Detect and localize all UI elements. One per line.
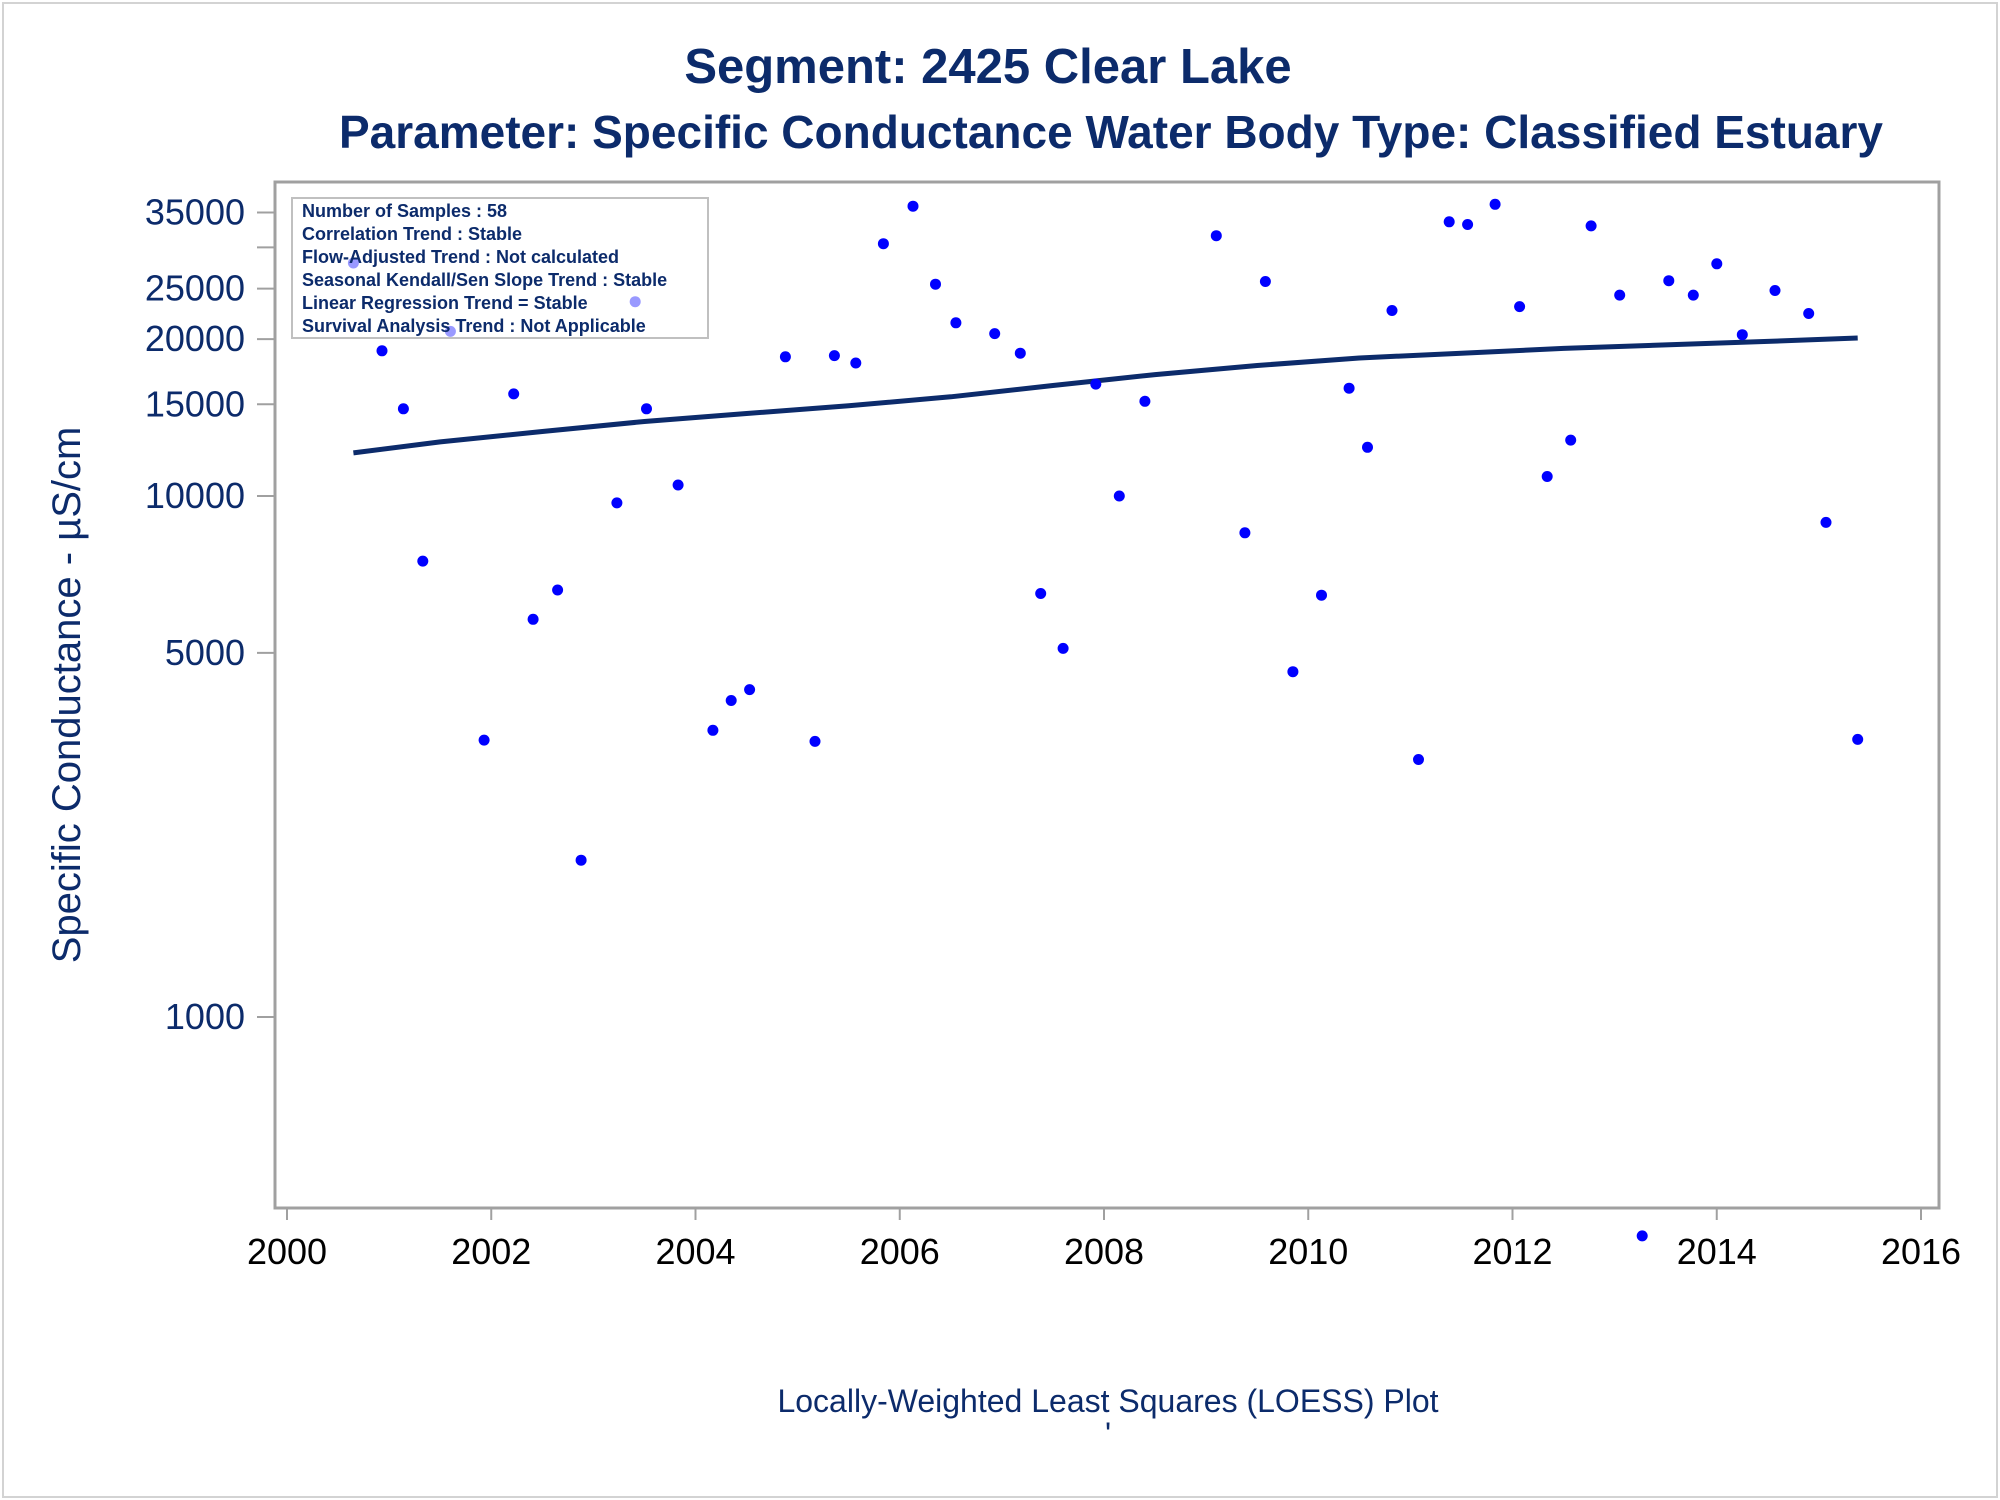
data-point bbox=[809, 735, 821, 747]
data-point bbox=[779, 351, 791, 363]
data-point bbox=[575, 854, 587, 866]
data-point bbox=[1514, 301, 1526, 313]
data-point bbox=[1386, 305, 1398, 316]
data-point bbox=[672, 479, 684, 491]
y-tick-label: 1000 bbox=[165, 996, 245, 1037]
x-tick-label: 2016 bbox=[1881, 1231, 1961, 1272]
data-point bbox=[1565, 434, 1577, 446]
x-tick-label: 2012 bbox=[1472, 1231, 1552, 1272]
chart-title: Segment: 2425 Clear Lake bbox=[684, 40, 1291, 94]
data-point bbox=[1035, 588, 1047, 599]
stats-box-border bbox=[291, 197, 709, 339]
y-tick-label: 20000 bbox=[145, 318, 245, 359]
data-point bbox=[527, 613, 539, 625]
data-point bbox=[1769, 285, 1781, 296]
data-point bbox=[1687, 289, 1699, 301]
data-point bbox=[828, 350, 840, 362]
y-tick-label: 35000 bbox=[145, 192, 245, 233]
data-point bbox=[1736, 329, 1748, 341]
data-point bbox=[1585, 220, 1597, 232]
data-point bbox=[950, 317, 962, 329]
data-point bbox=[1820, 516, 1832, 528]
x-tick-label: 2010 bbox=[1268, 1231, 1348, 1272]
y-tick-label: 15000 bbox=[145, 383, 245, 424]
data-point bbox=[1413, 754, 1424, 765]
data-point bbox=[1343, 382, 1355, 394]
loess-line bbox=[353, 335, 1858, 456]
data-point bbox=[1113, 490, 1125, 502]
x-tick-label: 2004 bbox=[655, 1231, 735, 1272]
plot-area bbox=[273, 180, 1941, 1210]
y-tick-label: 25000 bbox=[145, 268, 245, 309]
data-point bbox=[1803, 308, 1815, 319]
data-points bbox=[347, 198, 1864, 1242]
stats-line: Linear Regression Trend = Stable bbox=[302, 293, 588, 313]
y-axis: 1000 5000 10000 15000 20000 25000 35000 bbox=[145, 192, 275, 1037]
x-tick-label: 2006 bbox=[860, 1231, 940, 1272]
data-point bbox=[1362, 441, 1373, 453]
data-point bbox=[907, 200, 919, 212]
data-point bbox=[478, 734, 490, 746]
data-point bbox=[1287, 666, 1299, 678]
x-tick-label: 2014 bbox=[1677, 1231, 1757, 1272]
data-point bbox=[1663, 275, 1675, 287]
data-point bbox=[1711, 258, 1723, 270]
data-point bbox=[1090, 378, 1102, 390]
y-axis-label: Specific Conductance - µS/cm bbox=[45, 427, 89, 964]
data-point bbox=[707, 724, 719, 736]
data-point bbox=[1316, 589, 1327, 601]
data-point bbox=[376, 345, 388, 357]
data-point bbox=[744, 684, 756, 696]
stats-box: Number of Samples : 58 Correlation Trend… bbox=[291, 197, 709, 339]
data-point bbox=[1014, 347, 1026, 359]
data-point bbox=[877, 238, 889, 250]
x-tick-label: 2008 bbox=[1064, 1231, 1144, 1272]
data-point bbox=[641, 403, 652, 415]
stats-line: Seasonal Kendall/Sen Slope Trend : Stabl… bbox=[302, 270, 667, 290]
data-point bbox=[1210, 230, 1222, 242]
data-point bbox=[1462, 219, 1474, 230]
data-point bbox=[930, 278, 941, 290]
y-tick-label: 10000 bbox=[145, 475, 245, 516]
data-point bbox=[552, 584, 564, 596]
stats-line: Flow-Adjusted Trend : Not calculated bbox=[302, 247, 619, 267]
data-point bbox=[1489, 198, 1501, 210]
data-point bbox=[850, 357, 862, 369]
data-point bbox=[1443, 216, 1455, 228]
footnote-mark: ' bbox=[1105, 1416, 1111, 1452]
data-point bbox=[397, 403, 409, 415]
stats-line: Survival Analysis Trend : Not Applicable bbox=[302, 316, 646, 336]
data-point bbox=[989, 328, 1001, 340]
stats-line: Correlation Trend : Stable bbox=[302, 224, 522, 244]
x-tick-label: 2000 bbox=[247, 1231, 327, 1272]
data-point bbox=[1852, 733, 1864, 745]
data-point bbox=[1259, 276, 1271, 287]
data-point bbox=[508, 388, 520, 400]
loess-line-group bbox=[353, 335, 1858, 456]
stats-line: Number of Samples : 58 bbox=[302, 201, 507, 221]
data-point bbox=[1614, 289, 1626, 301]
x-axis: 2000 2002 2004 2006 2008 2010 2012 2014 2016 bbox=[247, 1208, 1961, 1272]
data-point bbox=[725, 695, 737, 706]
data-point bbox=[611, 497, 623, 509]
data-point bbox=[1636, 1230, 1648, 1242]
chart-subtitle: Parameter: Specific Conductance Water Bo… bbox=[339, 106, 1883, 158]
data-point bbox=[1057, 642, 1069, 654]
y-tick-label: 5000 bbox=[165, 632, 245, 673]
data-point bbox=[417, 555, 429, 567]
data-point bbox=[1239, 527, 1251, 539]
data-point bbox=[1139, 395, 1151, 407]
data-point bbox=[1541, 471, 1553, 482]
footnote: Locally-Weighted Least Squares (LOESS) P… bbox=[777, 1383, 1438, 1419]
x-tick-label: 2002 bbox=[451, 1231, 531, 1272]
